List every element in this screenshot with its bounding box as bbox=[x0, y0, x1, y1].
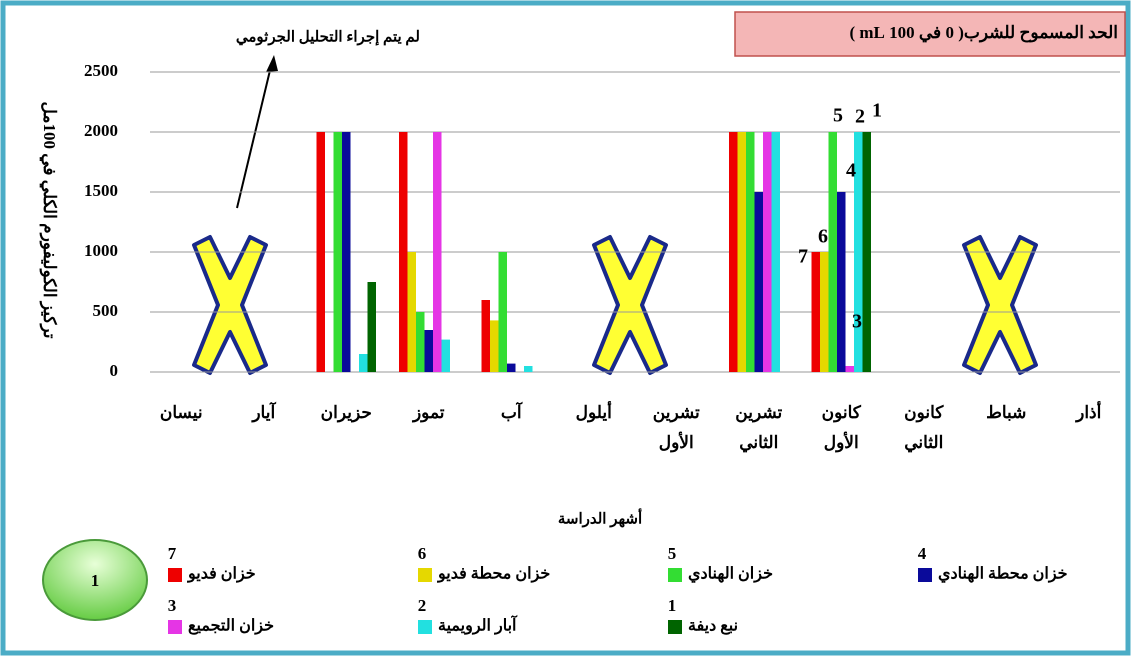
legend-number: 3 bbox=[168, 596, 177, 615]
bar bbox=[316, 132, 325, 372]
y-tick-label: 1000 bbox=[84, 241, 118, 260]
annotation: لم يتم إجراء التحليل الجرثومي bbox=[236, 29, 420, 46]
y-tick-label: 500 bbox=[93, 301, 119, 320]
bar bbox=[481, 300, 490, 372]
bar bbox=[737, 132, 746, 372]
data-label: 3 bbox=[852, 311, 862, 333]
bar bbox=[763, 132, 772, 372]
no-data-x bbox=[192, 235, 268, 375]
annotation-arrow bbox=[236, 61, 273, 209]
data-label: 1 bbox=[872, 100, 882, 122]
x-tick-label: أيلول bbox=[575, 403, 612, 422]
legend-swatch bbox=[918, 568, 932, 582]
legend-number: 7 bbox=[168, 544, 177, 563]
legend-swatch bbox=[668, 568, 682, 582]
bar bbox=[771, 132, 780, 372]
data-label: 6 bbox=[818, 226, 828, 248]
bar bbox=[729, 132, 738, 372]
x-axis-label: أشهر الدراسة bbox=[558, 507, 642, 527]
bar bbox=[433, 132, 442, 372]
x-tick-label: شباط bbox=[986, 403, 1027, 422]
bar bbox=[811, 252, 820, 372]
bar bbox=[854, 132, 863, 372]
bar bbox=[507, 363, 516, 372]
x-tick-label: تشرين الأول bbox=[652, 403, 700, 452]
bar bbox=[359, 354, 368, 372]
legend-number: 1 bbox=[668, 596, 677, 615]
bar bbox=[845, 366, 854, 372]
bar bbox=[342, 132, 351, 372]
no-data-x bbox=[962, 235, 1038, 375]
x-tick-label: كانون الثاني bbox=[904, 403, 944, 452]
bar bbox=[498, 252, 507, 372]
legend-number: 5 bbox=[668, 544, 677, 563]
legend-label: خزان محطة فديو bbox=[437, 566, 550, 584]
bar bbox=[828, 132, 837, 372]
bar bbox=[416, 312, 425, 372]
y-tick-label: 2000 bbox=[84, 121, 118, 140]
x-marks bbox=[192, 235, 1038, 375]
y-tick-label: 0 bbox=[110, 361, 119, 380]
legend-label: نبع ديفة bbox=[688, 618, 738, 636]
data-label: 5 bbox=[833, 105, 843, 127]
bar bbox=[746, 132, 755, 372]
bar bbox=[399, 132, 408, 372]
y-tick-label: 2500 bbox=[84, 61, 118, 80]
y-axis-label: تركيز الكوليفورم الكلي في 100مل bbox=[39, 101, 59, 338]
legend-number: 2 bbox=[418, 596, 427, 615]
bar bbox=[820, 252, 829, 372]
legend-label: خزان التجميع bbox=[188, 618, 274, 636]
chart-title: الحد المسموح للشرب( 0 في 100 mL ) bbox=[849, 23, 1118, 43]
legend-label: خزان فديو bbox=[187, 566, 256, 584]
legend-swatch bbox=[418, 568, 432, 582]
bar bbox=[407, 252, 416, 372]
arrow-head bbox=[266, 55, 278, 72]
legend-swatch bbox=[418, 620, 432, 634]
x-tick-label: تموز bbox=[412, 403, 445, 422]
x-tick-label: آيار bbox=[252, 403, 276, 422]
badge bbox=[42, 539, 148, 621]
title-box bbox=[734, 11, 1126, 57]
legend-number: 6 bbox=[418, 544, 427, 563]
y-tick-label: 1500 bbox=[84, 181, 118, 200]
legend-label: خزان محطة الهنادي bbox=[938, 566, 1068, 584]
x-tick-label: آب bbox=[500, 403, 522, 422]
x-tick-label: أذار bbox=[1076, 403, 1102, 422]
bar bbox=[490, 320, 499, 372]
legend-label: آبار الرويمية bbox=[438, 614, 518, 636]
bar bbox=[333, 132, 342, 372]
bar bbox=[754, 192, 763, 372]
bar bbox=[367, 282, 376, 372]
data-label: 2 bbox=[855, 106, 865, 128]
bar bbox=[862, 132, 871, 372]
x-tick-label: كانون الأول bbox=[821, 403, 861, 452]
legend-label: خزان الهنادي bbox=[688, 566, 773, 584]
data-label: 4 bbox=[846, 160, 856, 182]
x-tick-label: حزيران bbox=[320, 403, 372, 422]
legend-swatch bbox=[168, 568, 182, 582]
x-tick-label: نيسان bbox=[159, 403, 203, 422]
no-data-x bbox=[592, 235, 668, 375]
bar bbox=[524, 366, 533, 372]
legend-swatch bbox=[668, 620, 682, 634]
legend-swatch bbox=[168, 620, 182, 634]
data-label: 7 bbox=[798, 246, 808, 268]
x-tick-label: تشرين الثاني bbox=[735, 403, 783, 452]
bar bbox=[837, 192, 846, 372]
bar bbox=[424, 330, 433, 372]
bar bbox=[441, 339, 450, 372]
legend-number: 4 bbox=[918, 544, 927, 563]
badge-text: 1 bbox=[91, 571, 100, 590]
